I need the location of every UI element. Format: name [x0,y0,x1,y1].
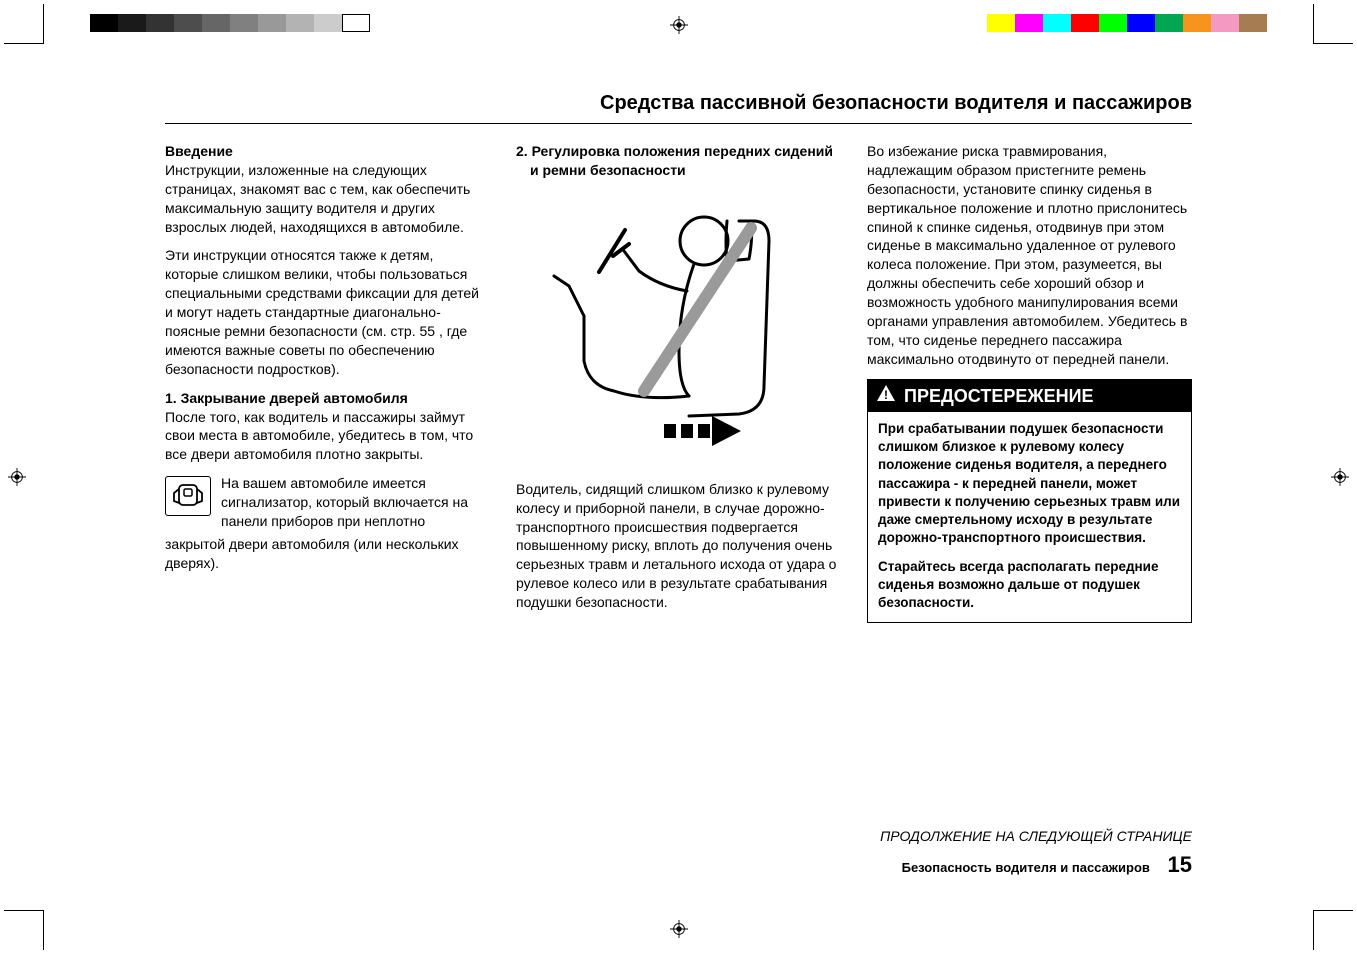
svg-text:!: ! [884,388,888,402]
swatch [1071,14,1099,32]
crop-mark [1313,4,1353,44]
column-3: Во избежание риска травмирования, надлеж… [867,142,1192,623]
column-3-text: Во избежание риска травмирования, надлеж… [867,142,1192,369]
swatch [90,14,118,32]
door-indicator-text-tail: закрытой двери автомобиля (или нескольки… [165,535,490,573]
crop-mark [4,910,44,950]
swatch [314,14,342,32]
warning-text-2: Старайтесь всегда располагать передние с… [878,558,1181,613]
swatch [342,14,370,32]
section-1-heading: 1. Закрывание дверей автомобиля [165,390,408,406]
page-number: 15 [1168,852,1192,877]
driver-seatbelt-illustration [516,186,841,466]
color-calibration-bar [987,14,1267,32]
grayscale-calibration-bar [90,14,370,32]
section-2-text: Водитель, сидящий слишком близко к рулев… [516,480,841,612]
swatch [230,14,258,32]
intro-text-2: Эти инструкции относятся также к детям, … [165,246,490,378]
swatch [1043,14,1071,32]
continuation-note: ПРОДОЛЖЕНИЕ НА СЛЕДУЮЩЕЙ СТРАНИЦЕ [880,827,1192,846]
door-indicator-text-lead: На вашем автомобиле имеется сигнализатор… [221,474,490,531]
page-title: Средства пассивной безопасности водителя… [165,90,1192,124]
registration-mark-icon [1331,468,1349,486]
swatch [1015,14,1043,32]
swatch [202,14,230,32]
swatch [1155,14,1183,32]
footer-section-label: Безопасность водителя и пассажиров [902,860,1150,875]
registration-mark-icon [670,920,688,938]
swatch [1211,14,1239,32]
swatch [1239,14,1267,32]
warning-label: ПРЕДОСТЕРЕЖЕНИЕ [904,384,1094,408]
swatch [174,14,202,32]
swatch [258,14,286,32]
page-footer: Безопасность водителя и пассажиров 15 [902,850,1192,880]
warning-triangle-icon: ! [876,384,896,408]
registration-mark-icon [670,16,688,34]
door-ajar-indicator-icon [165,476,211,516]
swatch [286,14,314,32]
swatch [1127,14,1155,32]
section-2-heading: 2. Регулировка положения передних сидени… [516,142,841,180]
swatch [118,14,146,32]
intro-heading: Введение [165,143,233,159]
warning-box: ! ПРЕДОСТЕРЕЖЕНИЕ При срабатывании подуш… [867,379,1192,623]
swatch [146,14,174,32]
column-2: 2. Регулировка положения передних сидени… [516,142,841,623]
registration-mark-icon [8,468,26,486]
section-1-text: После того, как водитель и пассажиры зай… [165,409,473,463]
crop-mark [1313,910,1353,950]
crop-mark [4,4,44,44]
warning-text-1: При срабатывании подушек безопасности сл… [878,420,1181,548]
column-1: Введение Инструкции, изложенные на следу… [165,142,490,623]
swatch [987,14,1015,32]
swatch [1099,14,1127,32]
intro-text: Инструкции, изложенные на следующих стра… [165,162,470,235]
swatch [1183,14,1211,32]
